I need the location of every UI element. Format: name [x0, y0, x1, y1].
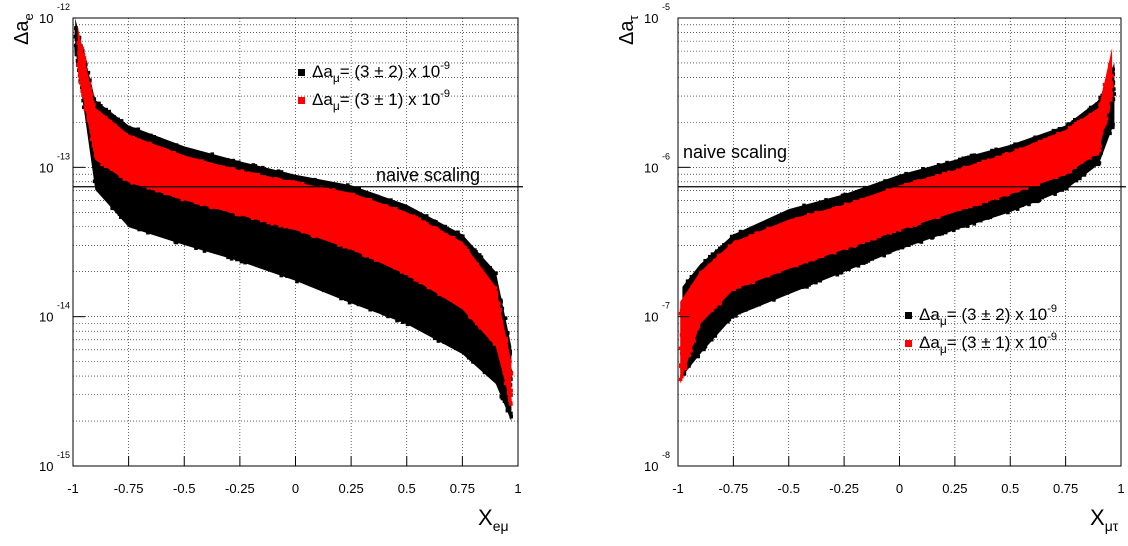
series-1-band — [77, 25, 512, 407]
x-tick-label: 0.25 — [338, 481, 363, 496]
series-1-points — [76, 25, 514, 407]
y-tick-label: 10 — [39, 310, 53, 325]
x-tick-label: 0 — [292, 481, 299, 496]
data-point — [1053, 192, 1057, 196]
legend-entry: Δaμ= (3 ± 2) x 10-9 — [312, 60, 450, 85]
legend-marker — [298, 69, 305, 76]
data-point — [202, 249, 207, 253]
legend-entry: Δaμ= (3 ± 1) x 10-9 — [312, 88, 450, 113]
legend-marker — [298, 97, 305, 104]
y-tick-exponent: -14 — [57, 301, 70, 311]
right-panel: naive scaling-1 -0.75 -0.5 -0.25 0 0.25 0.5 0.7… — [616, 2, 1126, 534]
y-tick-label: 10 — [39, 160, 53, 175]
reference-line-label: naive scaling — [376, 165, 480, 185]
x-axis-title: Xeμ — [478, 505, 509, 534]
grid — [677, 18, 1122, 467]
legend: Δaμ= (3 ± 2) x 10-9 Δaμ= (3 ± 1) x 10-9 — [298, 60, 450, 113]
x-tick-label: 1 — [514, 481, 521, 496]
y-axis-title: Δae — [11, 13, 36, 45]
y-tick-exponent: -15 — [57, 450, 70, 460]
data-point — [503, 316, 508, 320]
data-point — [395, 318, 399, 323]
x-tick-label: 0.75 — [450, 481, 475, 496]
data-point — [295, 279, 299, 284]
x-tick-label: -0.25 — [225, 481, 255, 496]
y-tick-exponent: -13 — [57, 151, 70, 161]
y-tick-label: 10 — [39, 11, 53, 26]
x-tick-label: -0.5 — [173, 481, 195, 496]
x-tick-label: 0.5 — [398, 481, 416, 496]
y-tick-label: 10 — [39, 459, 53, 474]
y-tick-exponent: -12 — [57, 2, 70, 12]
x-tick-label: -0.75 — [114, 481, 144, 496]
data-point — [234, 212, 239, 217]
x-tick-label: -1 — [67, 481, 79, 496]
left-panel: naive scaling -1 -0.75 -0.5 -0.25 0 0.25 0.5 0.7… — [11, 2, 523, 534]
